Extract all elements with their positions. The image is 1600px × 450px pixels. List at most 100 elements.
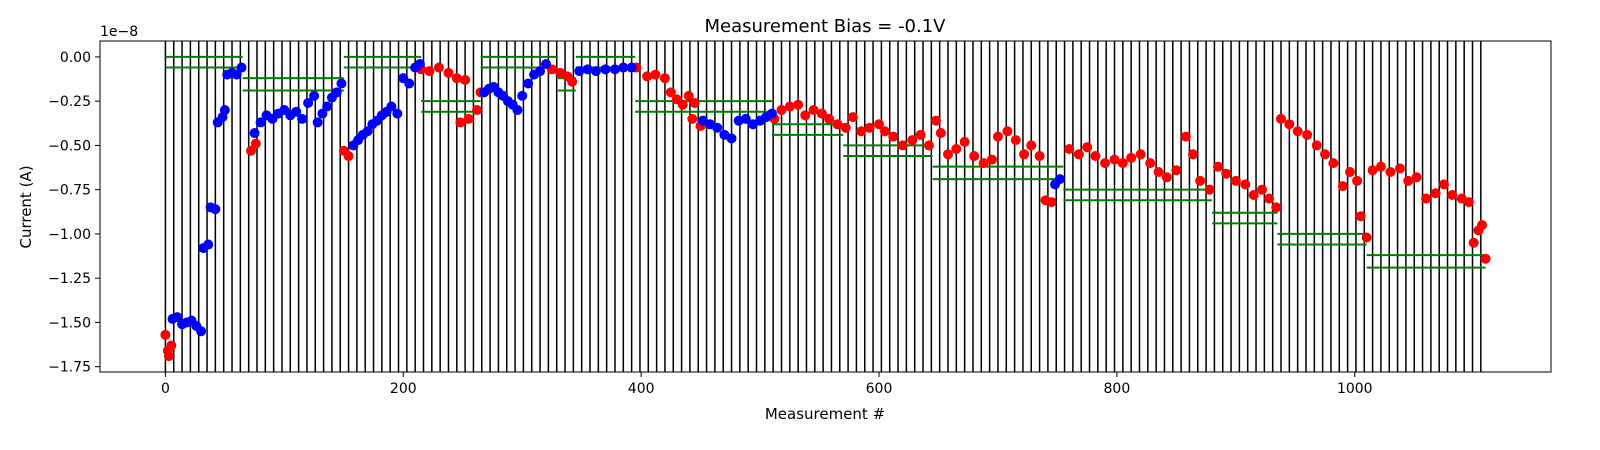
point-0-107 bbox=[1375, 161, 1386, 172]
point-0-81 bbox=[1171, 165, 1182, 176]
point-0-48 bbox=[888, 131, 899, 142]
point-0-41 bbox=[832, 119, 843, 130]
point-0-59 bbox=[978, 158, 989, 169]
y-axis: 0.00 −0.25 −0.50 −0.75 −1.00 −1.25 −1.50 −1.75 bbox=[48, 50, 100, 376]
point-0-118 bbox=[1468, 237, 1479, 248]
point-0-82 bbox=[1180, 131, 1191, 142]
point-1-67 bbox=[618, 62, 629, 73]
point-0-77 bbox=[1135, 149, 1146, 160]
point-1-17 bbox=[236, 62, 247, 73]
point-0-109 bbox=[1394, 163, 1405, 174]
x-tick-label-4: 800 bbox=[1104, 381, 1131, 397]
point-1-48 bbox=[414, 59, 425, 70]
point-0-9 bbox=[424, 66, 435, 77]
point-0-62 bbox=[1002, 126, 1013, 137]
point-0-98 bbox=[1311, 140, 1322, 151]
point-0-55 bbox=[943, 149, 954, 160]
point-1-79 bbox=[766, 108, 777, 119]
point-0-60 bbox=[987, 154, 998, 165]
point-0-72 bbox=[1090, 151, 1101, 162]
point-1-8 bbox=[203, 239, 214, 250]
point-1-58 bbox=[523, 78, 534, 89]
y-tick-label-4: −1.00 bbox=[48, 227, 91, 243]
point-1-68 bbox=[626, 62, 637, 73]
point-0-54 bbox=[935, 128, 946, 139]
point-0-120 bbox=[1477, 220, 1488, 231]
point-0-4 bbox=[246, 145, 257, 156]
point-0-40 bbox=[824, 113, 835, 124]
point-0-89 bbox=[1240, 179, 1251, 190]
point-0-21 bbox=[567, 76, 578, 87]
x-tick-label-2: 400 bbox=[628, 381, 655, 397]
x-tick-label-5: 1000 bbox=[1337, 381, 1373, 397]
point-0-91 bbox=[1256, 184, 1267, 195]
point-0-68 bbox=[1046, 197, 1057, 208]
point-1-13 bbox=[219, 105, 230, 116]
point-0-64 bbox=[1019, 149, 1030, 160]
point-0-10 bbox=[433, 62, 444, 73]
point-0-87 bbox=[1221, 168, 1232, 179]
point-0-0 bbox=[160, 329, 171, 340]
point-0-115 bbox=[1447, 189, 1458, 200]
point-0-96 bbox=[1292, 126, 1303, 137]
point-0-104 bbox=[1355, 211, 1366, 222]
point-0-70 bbox=[1073, 149, 1084, 160]
chart-title: Measurement Bias = -0.1V bbox=[704, 16, 946, 37]
point-0-53 bbox=[931, 115, 942, 126]
point-0-73 bbox=[1099, 158, 1110, 169]
point-1-10 bbox=[210, 204, 221, 215]
point-0-15 bbox=[463, 113, 474, 124]
step-segments bbox=[165, 55, 1486, 269]
y-tick-label-3: −0.75 bbox=[48, 183, 91, 199]
point-0-80 bbox=[1161, 172, 1172, 183]
point-0-25 bbox=[659, 73, 670, 84]
point-1-60 bbox=[535, 66, 546, 77]
point-0-112 bbox=[1421, 193, 1432, 204]
point-0-57 bbox=[959, 136, 970, 147]
point-1-27 bbox=[303, 97, 314, 108]
point-0-100 bbox=[1328, 158, 1339, 169]
point-0-11 bbox=[443, 67, 454, 78]
point-1-34 bbox=[336, 78, 347, 89]
point-0-37 bbox=[800, 110, 811, 121]
point-0-108 bbox=[1385, 166, 1396, 177]
point-0-114 bbox=[1438, 179, 1449, 190]
y-tick-label-6: −1.50 bbox=[48, 315, 91, 331]
point-0-3 bbox=[166, 340, 177, 351]
point-1-43 bbox=[386, 101, 397, 112]
point-0-29 bbox=[683, 90, 694, 101]
point-0-79 bbox=[1153, 166, 1164, 177]
point-1-38 bbox=[362, 126, 373, 137]
point-0-95 bbox=[1284, 119, 1295, 130]
point-0-110 bbox=[1403, 175, 1414, 186]
point-1-62 bbox=[574, 66, 585, 77]
x-axis-label: Measurement # bbox=[765, 405, 885, 423]
point-0-84 bbox=[1195, 175, 1206, 186]
point-0-51 bbox=[915, 129, 926, 140]
point-0-71 bbox=[1082, 142, 1093, 153]
point-0-32 bbox=[687, 113, 698, 124]
point-1-31 bbox=[322, 101, 333, 112]
point-1-66 bbox=[609, 64, 620, 75]
point-0-94 bbox=[1276, 113, 1287, 124]
point-0-26 bbox=[665, 87, 676, 98]
point-1-28 bbox=[309, 90, 320, 101]
point-0-50 bbox=[907, 135, 918, 146]
point-1-63 bbox=[582, 64, 593, 75]
point-0-106 bbox=[1367, 165, 1378, 176]
point-1-18 bbox=[249, 128, 260, 139]
point-0-14 bbox=[455, 117, 466, 128]
point-0-105 bbox=[1361, 232, 1372, 243]
point-0-52 bbox=[923, 140, 934, 151]
x-tick-label-3: 600 bbox=[866, 381, 893, 397]
point-0-5 bbox=[250, 138, 261, 149]
point-0-93 bbox=[1271, 202, 1282, 213]
point-1-73 bbox=[726, 133, 737, 144]
point-0-16 bbox=[472, 105, 483, 116]
point-0-76 bbox=[1126, 152, 1137, 163]
point-0-36 bbox=[793, 99, 804, 110]
point-1-6 bbox=[196, 326, 207, 337]
point-0-92 bbox=[1264, 193, 1275, 204]
point-0-69 bbox=[1064, 143, 1075, 154]
